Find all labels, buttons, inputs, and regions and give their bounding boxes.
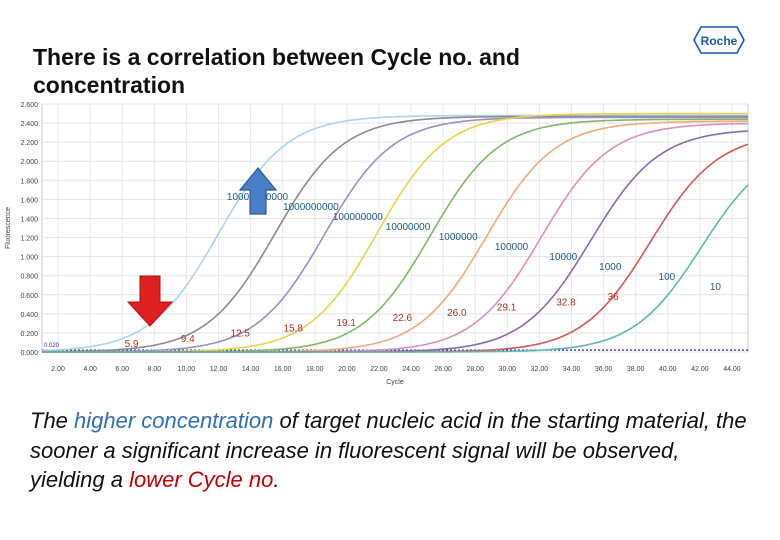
- concentration-label: 1000000000: [283, 202, 339, 213]
- x-tick-label: 16.00: [274, 366, 292, 373]
- ct-label: 26.0: [447, 308, 467, 319]
- concentration-label: 10000000: [386, 222, 431, 233]
- arrow-layer: [126, 167, 278, 327]
- concentration-label: 1000000: [439, 232, 478, 243]
- x-tick-label: 2.00: [51, 366, 65, 373]
- x-tick-label: 10.00: [178, 366, 196, 373]
- down-arrow-icon: [126, 275, 174, 327]
- y-axis-title: Fluorescence: [5, 207, 12, 249]
- x-tick-label: 40.00: [659, 366, 677, 373]
- x-tick-label: 34.00: [563, 366, 581, 373]
- caption-part-3: .: [273, 467, 280, 493]
- y-tick-label: 1.000: [20, 255, 38, 262]
- roche-logo-hexagon: [693, 26, 745, 54]
- amplification-curve-100000000: [42, 116, 748, 353]
- y-tick-label: 2.600: [20, 102, 38, 109]
- pcr-amplification-chart: 0.000 0.200 0.400 0.600 0.800 1.000 1.200 1.400…: [5, 102, 749, 386]
- roche-logo-text: Roche: [701, 34, 738, 48]
- ct-label: 15.8: [283, 323, 303, 334]
- ct-label: 9.4: [181, 334, 195, 345]
- y-tick-label: 0.200: [20, 331, 38, 338]
- x-tick-label: 26.00: [434, 366, 452, 373]
- ct-label: 22.6: [393, 313, 413, 324]
- y-tick-label: 1.200: [20, 236, 38, 243]
- x-tick-label: 8.00: [148, 366, 162, 373]
- y-tick-label: 0.800: [20, 274, 38, 281]
- concentration-label: 10: [710, 282, 722, 293]
- amplification-curve-10: [42, 184, 749, 353]
- concentration-label: 100000000: [333, 212, 383, 223]
- x-tick-label: 18.00: [306, 366, 324, 373]
- x-tick-label: 42.00: [691, 366, 709, 373]
- slide-title: There is a correlation between Cycle no.…: [33, 44, 520, 98]
- y-tick-label: 0.600: [20, 293, 38, 300]
- concentration-label: 10000: [549, 252, 577, 263]
- x-tick-label: 14.00: [242, 366, 260, 373]
- axis-layer: 0.000 0.200 0.400 0.600 0.800 1.000 1.200 1.400…: [5, 102, 741, 386]
- amplification-curve-1000000000: [42, 115, 748, 353]
- x-tick-label: 12.00: [210, 366, 228, 373]
- y-tick-label: 2.400: [20, 121, 38, 128]
- explanation-caption: The higher concentration of target nucle…: [30, 406, 750, 495]
- concentration-label: 1000: [599, 262, 622, 273]
- y-tick-label: 1.600: [20, 197, 38, 204]
- x-axis-title: Cycle: [386, 379, 404, 386]
- concentration-label: 100: [659, 272, 676, 283]
- concentration-label: 100000: [495, 242, 529, 253]
- x-tick-label: 20.00: [338, 366, 356, 373]
- threshold-label: 0.020: [44, 343, 60, 349]
- x-tick-label: 4.00: [83, 366, 97, 373]
- x-tick-label: 24.00: [402, 366, 420, 373]
- ct-label: 5.9: [125, 339, 139, 350]
- ct-label: 32.8: [556, 297, 576, 308]
- y-tick-label: 1.400: [20, 216, 38, 223]
- x-tick-label: 30.00: [499, 366, 517, 373]
- y-tick-label: 0.400: [20, 312, 38, 319]
- y-tick-label: 2.000: [20, 159, 38, 166]
- caption-part-2: of target nucleic acid in the starting m…: [30, 408, 747, 493]
- roche-logo: Roche: [693, 26, 745, 54]
- x-tick-label: 28.00: [466, 366, 484, 373]
- x-tick-label: 36.00: [595, 366, 613, 373]
- x-tick-label: 38.00: [627, 366, 645, 373]
- caption-highlight-concentration: higher concentration: [74, 408, 274, 433]
- ct-label: 29.1: [497, 303, 517, 314]
- y-tick-label: 2.200: [20, 140, 38, 147]
- up-arrow-icon: [238, 167, 278, 215]
- grid-layer: [41, 103, 749, 353]
- ct-label: 12.5: [231, 329, 251, 340]
- y-tick-label: 0.000: [20, 350, 38, 357]
- y-tick-label: 1.800: [20, 178, 38, 185]
- x-tick-label: 22.00: [370, 366, 388, 373]
- x-tick-label: 32.00: [531, 366, 549, 373]
- x-tick-label: 6.00: [115, 366, 129, 373]
- ct-label: 36: [608, 292, 620, 303]
- x-tick-label: 44.00: [723, 366, 741, 373]
- ct-label: 19.1: [336, 318, 356, 329]
- caption-part-1: The: [30, 408, 75, 433]
- caption-highlight-cycle: lower Cycle no: [129, 467, 274, 493]
